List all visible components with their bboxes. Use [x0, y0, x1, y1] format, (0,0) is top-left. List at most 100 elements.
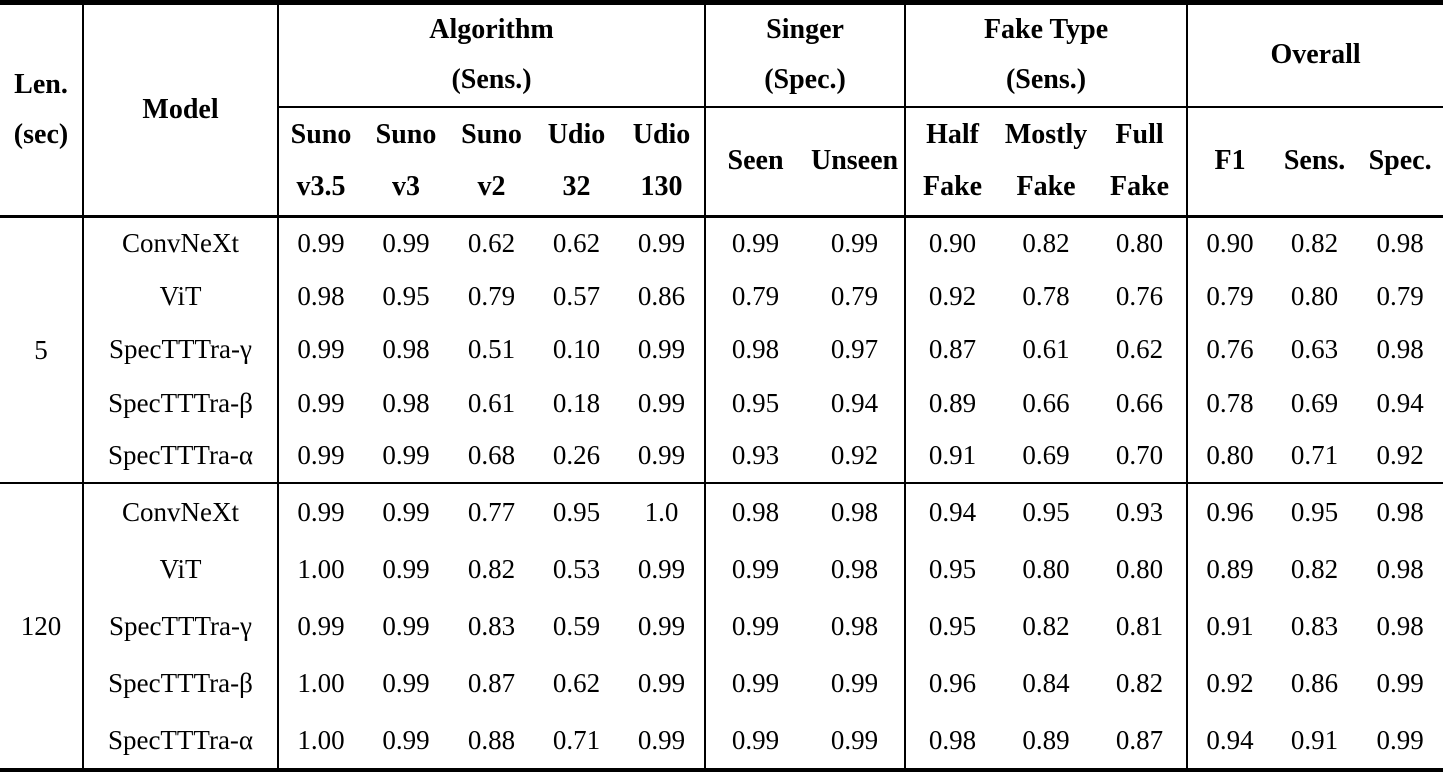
data-cell: 0.98	[805, 597, 907, 656]
data-cell: 0.71	[552, 724, 601, 755]
data-cell: 1.0	[619, 483, 707, 541]
data-cell: 0.98	[928, 724, 977, 755]
sub-line2: Fake	[1016, 171, 1076, 203]
data-cell: 0.98	[731, 496, 780, 527]
data-cell: 0.90	[1206, 228, 1254, 259]
model-cell: SpecTTTra-β	[83, 655, 279, 713]
len-group-cell: 5	[0, 216, 84, 485]
data-cell: 0.78	[1022, 280, 1070, 311]
data-cell: 0.79	[1376, 280, 1424, 311]
data-cell: 0.94	[1376, 387, 1424, 418]
data-cell: 0.79	[805, 269, 907, 324]
data-cell: 0.95	[928, 611, 977, 642]
data-cell: 0.80	[1290, 280, 1339, 311]
sub-line1: Half	[926, 119, 979, 151]
data-cell: 0.77	[467, 496, 516, 527]
group-label: Fake Type	[983, 14, 1109, 46]
sub-line1: Udio	[547, 119, 606, 151]
data-cell: 0.99	[382, 553, 430, 584]
data-cell: 0.86	[619, 269, 707, 324]
data-cell: 0.99	[731, 553, 780, 584]
sub-line2: Fake	[922, 171, 983, 203]
data-cell: 0.99	[363, 429, 449, 485]
data-cell: 0.62	[1093, 323, 1189, 377]
data-cell: 0.98	[1376, 334, 1424, 365]
data-cell: 0.82	[1290, 228, 1339, 259]
table-row: 120 ConvNeXt 0.99 0.99 0.77 0.95 1.0 0.9…	[0, 483, 1443, 770]
data-cell: 0.99	[382, 724, 430, 755]
table-row: SpecTTTra-γ 0.99 0.98 0.51 0.10 0.99 0.9…	[0, 323, 1443, 377]
data-cell: 0.82	[467, 553, 516, 584]
data-cell: 0.94	[805, 376, 907, 430]
data-cell: 0.99	[382, 668, 430, 699]
data-cell: 0.91	[1206, 611, 1254, 642]
data-cell: 0.62	[552, 228, 601, 259]
len-label-line1: Len.	[14, 69, 68, 100]
data-cell: 0.68	[449, 429, 534, 485]
data-cell: 0.69	[1290, 387, 1339, 418]
group-header-algorithm: Algorithm (Sens.)	[278, 2, 707, 108]
model-cell: ViT	[83, 540, 279, 598]
data-cell: 0.79	[731, 280, 780, 311]
sub-line2: 130	[640, 171, 683, 203]
data-cell: 0.70	[1093, 429, 1189, 485]
data-cell: 0.95	[1022, 496, 1070, 527]
col-header-suno-v3: Suno v3	[363, 106, 449, 218]
sub-line2: v2	[477, 171, 506, 203]
table-row: SpecTTTra-γ 0.99 0.99 0.83 0.59 0.99 0.9…	[0, 597, 1443, 656]
group-label: Algorithm	[429, 14, 554, 46]
data-cell: 0.98	[805, 540, 907, 598]
data-cell: 0.92	[1206, 668, 1254, 699]
group-label: Overall	[1270, 39, 1361, 71]
data-cell: 0.87	[928, 334, 977, 365]
col-header-spec: Spec.	[1357, 106, 1443, 218]
col-header-sens: Sens.	[1272, 106, 1358, 218]
data-cell: 0.99	[297, 334, 345, 365]
data-cell: 0.99	[619, 597, 707, 656]
data-cell: 0.59	[552, 611, 601, 642]
data-cell: 0.94	[928, 496, 977, 527]
col-header-half-fake: Half Fake	[905, 106, 1000, 218]
data-cell: 0.99	[731, 724, 780, 755]
data-cell: 0.87	[467, 668, 516, 699]
table-row: ViT 0.98 0.95 0.79 0.57 0.86 0.79 0.79 0…	[0, 269, 1443, 324]
model-cell: ViT	[83, 269, 279, 324]
group-header-singer: Singer (Spec.)	[705, 2, 907, 108]
data-cell: 0.87	[1093, 712, 1189, 770]
data-cell: 0.92	[928, 280, 977, 311]
sub-line2: v3.5	[296, 171, 346, 203]
data-cell: 0.99	[805, 216, 907, 270]
data-cell: 0.93	[705, 429, 806, 485]
data-cell: 0.98	[1376, 553, 1424, 584]
data-cell: 0.99	[805, 655, 907, 713]
group-header-fake-type: Fake Type (Sens.)	[905, 2, 1189, 108]
data-cell: 0.79	[467, 280, 516, 311]
group-metric: (Sens.)	[1005, 64, 1087, 96]
data-cell: 0.86	[1290, 668, 1339, 699]
data-cell: 0.88	[467, 724, 516, 755]
data-cell: 0.99	[1376, 668, 1424, 699]
col-header-suno-v35: Suno v3.5	[278, 106, 363, 218]
data-cell: 0.82	[1290, 553, 1339, 584]
table-row: 5 ConvNeXt 0.99 0.99 0.62 0.62 0.99 0.99…	[0, 216, 1443, 485]
data-cell: 0.98	[805, 483, 907, 541]
data-cell: 0.99	[1376, 724, 1424, 755]
data-cell: 0.93	[1093, 483, 1189, 541]
data-cell: 1.00	[297, 553, 345, 584]
data-cell: 0.92	[805, 429, 907, 485]
sub-line2: Fake	[1109, 171, 1170, 203]
data-cell: 0.98	[297, 280, 345, 311]
col-header-len: Len. (sec)	[0, 2, 84, 218]
data-cell: 0.97	[805, 323, 907, 377]
data-cell: 0.98	[382, 387, 430, 418]
model-cell: ConvNeXt	[83, 216, 279, 270]
data-cell: 0.99	[731, 611, 780, 642]
model-cell: ConvNeXt	[83, 483, 279, 541]
data-cell: 0.99	[619, 540, 707, 598]
col-header-f1: F1	[1187, 106, 1273, 218]
data-cell: 0.94	[1206, 724, 1254, 755]
data-cell: 0.66	[1093, 376, 1189, 430]
data-cell: 0.80	[1022, 553, 1070, 584]
